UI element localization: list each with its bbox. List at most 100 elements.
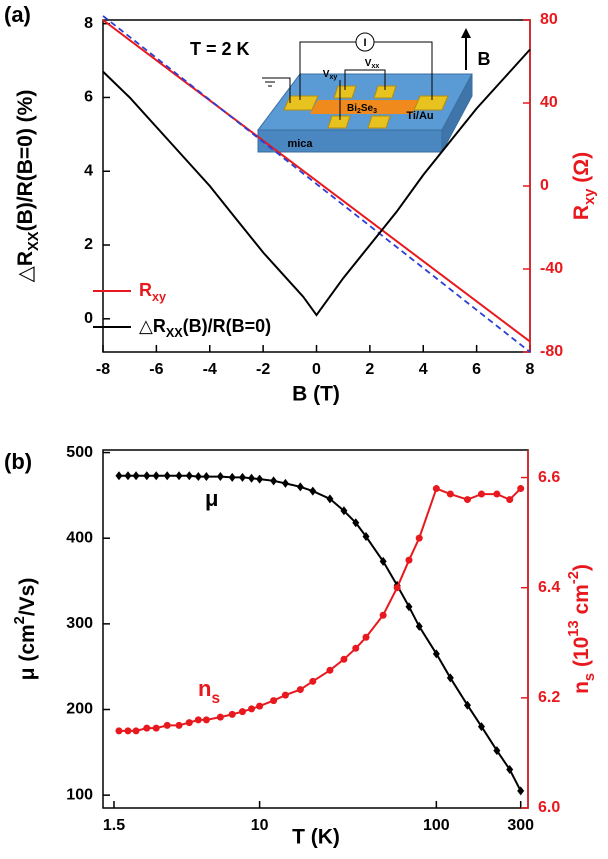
y2-axis-label-part: cm (570, 584, 593, 620)
marker (202, 716, 210, 724)
y-tick-label: 4 (84, 162, 93, 179)
pad (327, 115, 351, 129)
inset-label-sub: 2 (357, 108, 361, 115)
marker (446, 490, 454, 498)
y2-tick-label: 80 (540, 11, 558, 28)
x-tick-label: -8 (96, 361, 110, 378)
y2-axis-label-sup: 13 (566, 620, 582, 636)
plot-frame (102, 449, 529, 809)
y2-axis-label: ns (1013 cm-2) (566, 564, 598, 694)
marker (216, 472, 224, 482)
marker (132, 471, 140, 481)
inset-label: Bi2Se3 (347, 103, 377, 116)
legend-label: Rxy (139, 280, 166, 305)
y-axis-label: μ (cm2/Vs) (12, 578, 39, 681)
marker (270, 697, 278, 705)
marker (175, 471, 183, 481)
pad (373, 85, 397, 99)
x-tick-label: 0 (312, 361, 321, 378)
y-axis-label-sup: 2 (12, 616, 28, 624)
marker (309, 486, 317, 496)
wire (344, 69, 386, 90)
y-tick-label: 8 (84, 15, 93, 32)
y-axis-label-part: μ (cm (16, 624, 39, 680)
marker (477, 722, 485, 732)
marker (143, 471, 151, 481)
marker (463, 496, 471, 504)
marker (340, 506, 348, 516)
field-arrow-head (461, 28, 471, 38)
inset-label-sub: xx (371, 63, 379, 70)
marker (415, 534, 423, 542)
marker (185, 719, 193, 727)
x-tick-label: 6 (472, 361, 481, 378)
y2-axis-label-part: R (570, 205, 593, 220)
marker (175, 721, 183, 729)
marker (270, 476, 278, 486)
series-label-sub: s (211, 690, 220, 707)
inset-label-part: Bi (347, 103, 357, 114)
y-tick-label: 300 (66, 615, 93, 632)
legend-label-part: R (139, 280, 152, 300)
y-axis-label-part: (B)/R(B=0) (%) (14, 90, 37, 232)
annotation: T = 2 K (190, 39, 250, 59)
y2-tick-label: 6.6 (538, 469, 560, 486)
x-tick-label: 4 (419, 361, 428, 378)
marker (296, 482, 304, 492)
y2-tick-label: 0 (540, 177, 549, 194)
marker (163, 721, 171, 729)
y-tick-label: 100 (66, 786, 93, 803)
y-axis-label-part: /Vs) (16, 578, 39, 617)
y-tick-label: 2 (84, 236, 93, 253)
marker (281, 478, 289, 488)
marker (362, 633, 370, 641)
legend-label-part: (B)/R(B=0) (183, 316, 272, 336)
marker (517, 786, 525, 796)
marker (124, 727, 132, 735)
legend-label-part: △R (139, 316, 166, 336)
y-axis-label-sub: XX (26, 231, 42, 251)
y2-axis-label-part: (10 (570, 637, 593, 673)
y-axis-label-part: △R (14, 251, 37, 282)
y-tick-label: 6 (84, 89, 93, 106)
marker (432, 649, 440, 659)
marker (256, 474, 264, 484)
y-tick-label: 0 (84, 310, 93, 327)
legend-label-sub: xy (152, 290, 166, 304)
mica-front (257, 129, 443, 153)
marker (296, 686, 304, 694)
pad (367, 115, 391, 129)
marker (352, 518, 360, 528)
marker (493, 746, 501, 756)
x-tick-label: 300 (507, 817, 534, 834)
marker (463, 700, 471, 710)
marker (432, 485, 440, 493)
marker (228, 472, 236, 482)
y2-axis-label-part: n (570, 681, 593, 694)
marker (340, 655, 348, 663)
marker (228, 710, 236, 718)
legend-label-sub: XX (166, 326, 183, 340)
wire (374, 41, 433, 100)
y2-tick-label: -40 (540, 260, 563, 277)
inset-label-sub: xy (329, 74, 337, 81)
marker (506, 496, 514, 504)
series-line (102, 19, 531, 343)
series-line (118, 487, 522, 732)
pad (413, 95, 449, 111)
marker (152, 471, 160, 481)
marker (132, 727, 140, 735)
y-tick-label: 200 (66, 701, 93, 718)
marker (256, 702, 264, 710)
marker (281, 691, 289, 699)
marker (362, 532, 370, 542)
marker (352, 644, 360, 652)
y-tick-label: 400 (66, 529, 93, 546)
x-tick-label: 100 (423, 817, 450, 834)
inset-label: Vxy (323, 69, 338, 82)
y2-tick-label: 6.2 (538, 689, 560, 706)
marker (309, 677, 317, 685)
inset-label: Ti/Au (406, 110, 433, 122)
mica-side (441, 73, 473, 153)
